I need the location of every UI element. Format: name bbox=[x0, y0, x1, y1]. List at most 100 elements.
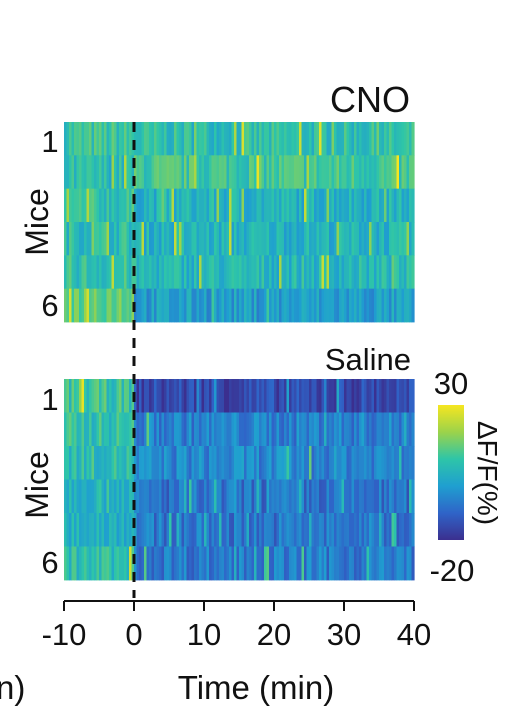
heatmap-cell bbox=[399, 222, 403, 256]
heatmap-cell bbox=[111, 446, 115, 480]
heatmap-cell bbox=[134, 188, 138, 223]
heatmap-cell bbox=[261, 188, 265, 223]
heatmap-cell bbox=[261, 446, 265, 480]
heatmap-cell bbox=[256, 155, 260, 190]
heatmap-cell bbox=[269, 379, 273, 413]
heatmap-cell bbox=[276, 446, 280, 480]
heatmap-cell bbox=[266, 255, 270, 290]
heatmap-cell bbox=[314, 546, 318, 581]
heatmap-cell bbox=[214, 412, 218, 447]
heatmap-cell bbox=[119, 188, 123, 223]
heatmap-cell bbox=[189, 513, 193, 547]
heatmap-cell bbox=[321, 288, 325, 323]
heatmap-cell bbox=[169, 513, 173, 547]
colorbar bbox=[438, 405, 464, 540]
heatmap-cell bbox=[201, 379, 205, 413]
heatmap-cell bbox=[219, 479, 223, 514]
heatmap-cell bbox=[229, 546, 233, 581]
heatmap-cell bbox=[339, 379, 343, 413]
heatmap-cell bbox=[336, 412, 340, 447]
heatmap-cell bbox=[111, 188, 115, 223]
heatmap-cell bbox=[381, 155, 385, 190]
heatmap-cell bbox=[76, 412, 80, 447]
heatmap-cell bbox=[324, 255, 328, 290]
heatmap-cell bbox=[129, 288, 133, 323]
heatmap-cell bbox=[304, 288, 308, 323]
heatmap-cell bbox=[229, 379, 233, 413]
heatmap-cell bbox=[404, 222, 408, 256]
heatmap-cell bbox=[96, 379, 100, 413]
heatmap-cell bbox=[246, 122, 250, 156]
heatmap-cell bbox=[201, 446, 205, 480]
heatmap-cell bbox=[131, 155, 135, 190]
heatmap-cell bbox=[174, 479, 178, 514]
heatmap-cell bbox=[86, 379, 90, 413]
heatmap-cell bbox=[224, 479, 228, 514]
heatmap-cell bbox=[389, 379, 393, 413]
heatmap-cell bbox=[314, 446, 318, 480]
heatmap-cell bbox=[289, 446, 293, 480]
heatmap-cell bbox=[241, 122, 245, 156]
heatmap-cell bbox=[169, 155, 173, 190]
heatmap-cell bbox=[89, 379, 93, 413]
heatmap-cell bbox=[141, 479, 145, 514]
heatmap-cell bbox=[174, 122, 178, 156]
heatmap-cell bbox=[406, 446, 410, 480]
heatmap-cell bbox=[71, 255, 75, 290]
heatmap-cell bbox=[174, 412, 178, 447]
heatmap-cell bbox=[196, 412, 200, 447]
heatmap-cell bbox=[386, 122, 390, 156]
heatmap-cell bbox=[89, 222, 93, 256]
heatmap-cell bbox=[84, 412, 88, 447]
heatmap-cell bbox=[149, 479, 153, 514]
heatmap-cell bbox=[101, 122, 105, 156]
heatmap-cell bbox=[374, 379, 378, 413]
heatmap-cell bbox=[196, 446, 200, 480]
heatmap-cell bbox=[226, 222, 230, 256]
heatmap-cell bbox=[116, 546, 120, 581]
heatmap-cell bbox=[191, 255, 195, 290]
heatmap-cell bbox=[156, 255, 160, 290]
heatmap-cell bbox=[329, 546, 333, 581]
heatmap-cell bbox=[309, 222, 313, 256]
heatmap-cell bbox=[161, 188, 165, 223]
heatmap-cell bbox=[86, 288, 90, 323]
heatmap-cell bbox=[119, 222, 123, 256]
heatmap-cell bbox=[176, 155, 180, 190]
heatmap-cell bbox=[346, 122, 350, 156]
heatmap-cell bbox=[216, 479, 220, 514]
heatmap-cell bbox=[181, 546, 185, 581]
heatmap-cell bbox=[344, 479, 348, 514]
heatmap-cell bbox=[226, 122, 230, 156]
heatmap-cell bbox=[314, 412, 318, 447]
heatmap-cell bbox=[169, 255, 173, 290]
heatmap-cell bbox=[309, 446, 313, 480]
heatmap-cell bbox=[391, 513, 395, 547]
heatmap-cell bbox=[361, 513, 365, 547]
heatmap-cell bbox=[106, 155, 110, 190]
heatmap-cell bbox=[354, 479, 358, 514]
heatmap-cell bbox=[66, 412, 70, 447]
heatmap-cell bbox=[71, 288, 75, 323]
heatmap-cell bbox=[281, 479, 285, 514]
heatmap-cell bbox=[229, 155, 233, 190]
heatmap-cell bbox=[186, 222, 190, 256]
heatmap-cell bbox=[304, 412, 308, 447]
x-axis-ticks: -10 0 10 20 30 40 bbox=[42, 601, 431, 652]
heatmap-cell bbox=[249, 188, 253, 223]
heatmap-cell bbox=[239, 155, 243, 190]
heatmap-cell bbox=[239, 255, 243, 290]
heatmap-cell bbox=[324, 155, 328, 190]
heatmap-cell bbox=[164, 546, 168, 581]
heatmap-cell bbox=[371, 155, 375, 190]
heatmap-cell bbox=[354, 288, 358, 323]
heatmap-cell bbox=[209, 255, 213, 290]
heatmap-cell bbox=[126, 412, 130, 447]
heatmap-cell bbox=[221, 288, 225, 323]
heatmap-cell bbox=[286, 122, 290, 156]
heatmap-cell bbox=[81, 188, 85, 223]
heatmap-cell bbox=[259, 122, 263, 156]
heatmap-cell bbox=[126, 513, 130, 547]
heatmap-cell bbox=[109, 255, 113, 290]
heatmap-cell bbox=[299, 188, 303, 223]
